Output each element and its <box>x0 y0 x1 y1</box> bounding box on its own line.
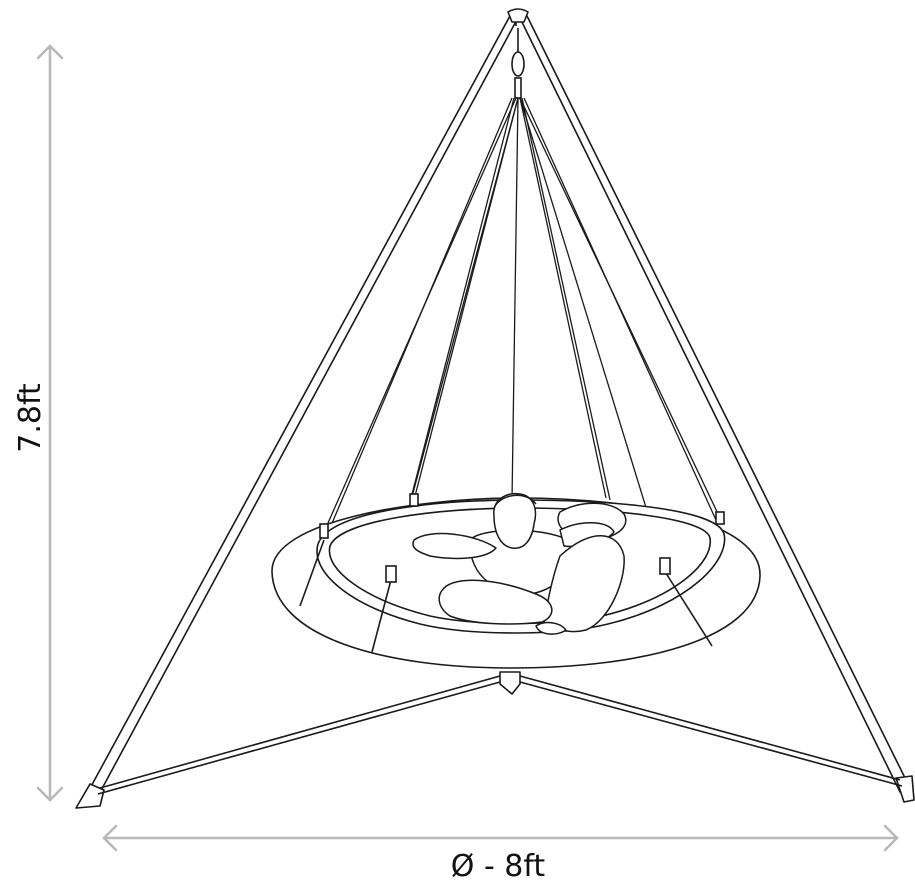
tripod-frame <box>75 8 915 809</box>
left-leg <box>87 13 521 797</box>
right-foot <box>895 775 915 803</box>
spreader-hub <box>499 671 521 695</box>
left-foot <box>75 783 105 809</box>
reclining-person <box>412 492 627 635</box>
height-dimension-arrow <box>36 44 64 802</box>
diameter-dimension-arrow <box>102 824 899 852</box>
head <box>493 492 537 549</box>
height-label: 7.8ft <box>13 383 48 453</box>
left-arm <box>412 532 497 560</box>
suspension-ropes <box>323 97 721 573</box>
left-spreader <box>97 681 501 795</box>
right-spreader <box>519 681 903 787</box>
right-leg <box>517 13 911 793</box>
top-cap <box>507 8 529 23</box>
hanging-hook <box>511 28 525 99</box>
lower-leg <box>438 579 553 625</box>
diameter-label: Ø - 8ft <box>451 849 546 884</box>
shoe <box>535 621 567 635</box>
